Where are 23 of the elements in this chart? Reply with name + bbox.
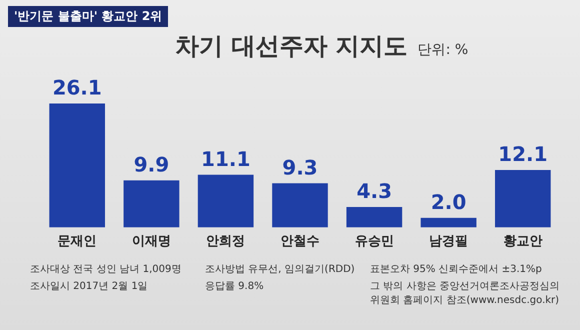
data-label: 12.1 <box>498 142 548 166</box>
text: '반기문 불출마' 황교안 2위 <box>8 6 168 27</box>
x-tick-label: 안희정 <box>206 232 246 248</box>
data-label: 26.1 <box>52 76 102 100</box>
text: 조사대상 전국 성인 남녀 1,009명 <box>30 263 182 276</box>
x-tick-label: 문재인 <box>58 232 97 248</box>
text: 조사방법 유무선, 임의걸기(RDD) <box>205 263 356 276</box>
x-tick-label: 황교안 <box>503 232 542 248</box>
text: 표본오차 95% 신뢰수준에서 ±3.1%p <box>370 263 543 276</box>
text: 그 밖의 사항은 중앙선거여론조사공정심의위원회 홈페이지 참조(www.nesdc.go.kr) <box>370 280 560 307</box>
data-label: 9.9 <box>134 152 170 177</box>
text: 응답률 9.8% <box>205 280 265 294</box>
x-tick-label: 유승민 <box>354 232 394 248</box>
x-tick-label: 남경필 <box>429 232 468 248</box>
text: 조사일시 2017년 2월 1일 <box>30 280 149 294</box>
data-label: 4.3 <box>356 179 392 204</box>
x-tick-label: 안철수 <box>280 232 320 248</box>
data-label: 9.3 <box>282 155 318 180</box>
data-label: 11.1 <box>201 146 250 171</box>
chart-title: 차기 대선주자 지지도 <box>175 32 408 60</box>
chart-subtitle: 단위: % <box>418 42 468 58</box>
x-tick-label: 이재명 <box>132 232 171 248</box>
data-label: 2.0 <box>430 190 466 214</box>
